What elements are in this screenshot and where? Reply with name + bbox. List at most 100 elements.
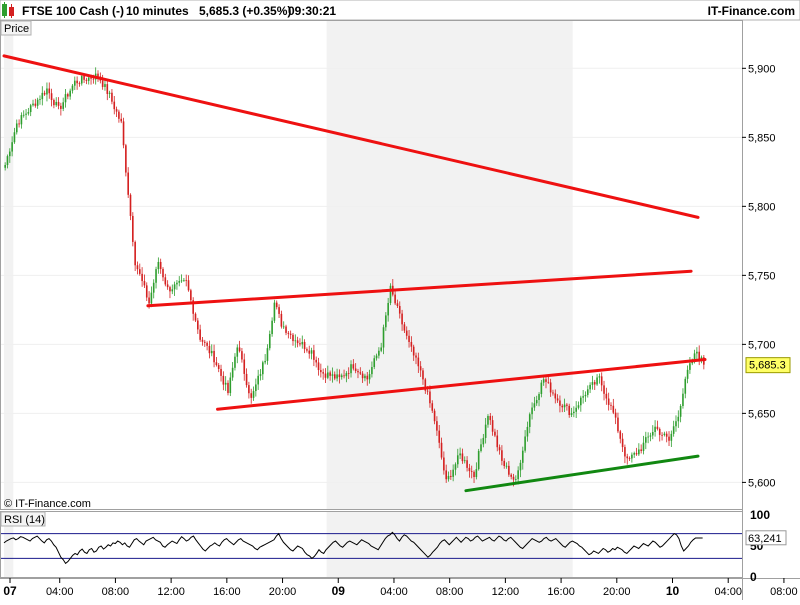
candle-body: [180, 280, 183, 282]
candle-body: [287, 332, 290, 334]
candle-body: [317, 362, 320, 371]
candle-body: [73, 80, 76, 86]
candle: [13, 127, 16, 144]
candle-body: [663, 433, 666, 435]
candle: [132, 212, 134, 247]
y-tick-label: 5,750: [748, 270, 776, 282]
candle: [359, 367, 362, 375]
x-tick-label: 12:00: [492, 586, 520, 598]
candle-body: [213, 350, 215, 363]
candle-body: [315, 359, 318, 363]
candle-body: [273, 302, 276, 321]
candle-body: [573, 411, 575, 414]
candle: [250, 388, 253, 404]
candle-body: [199, 329, 201, 340]
candle: [108, 90, 111, 99]
candle: [285, 324, 287, 336]
candle: [554, 389, 557, 404]
timeframe-label: 10 minutes: [126, 4, 189, 18]
candle: [15, 119, 18, 135]
candle-body: [382, 327, 385, 348]
candle: [296, 336, 299, 348]
candle-body: [347, 373, 350, 374]
candle: [120, 113, 123, 124]
candle: [696, 347, 698, 360]
candle-body: [141, 273, 143, 282]
candle-body: [521, 450, 524, 463]
rsi-series: [1, 531, 742, 565]
candle: [498, 444, 501, 455]
candle-body: [408, 335, 410, 342]
candle: [526, 421, 529, 442]
candle: [118, 109, 120, 123]
candle: [320, 363, 322, 378]
candle-body: [185, 280, 188, 281]
candle: [78, 81, 81, 87]
candle-body: [422, 370, 424, 380]
candle: [317, 357, 320, 376]
candle-body: [375, 355, 378, 359]
candle-body: [621, 438, 624, 448]
candle-body: [535, 400, 538, 404]
candle-body: [278, 307, 280, 314]
candle-body: [494, 431, 496, 436]
candle: [470, 465, 473, 479]
candle-body: [461, 453, 464, 462]
candle-body: [301, 341, 304, 345]
candle: [371, 361, 373, 378]
candle: [80, 74, 83, 86]
candle: [380, 342, 383, 353]
candle: [584, 391, 587, 402]
candle-body: [419, 366, 422, 371]
candle: [336, 368, 338, 382]
candle: [55, 97, 58, 107]
candle: [308, 345, 311, 359]
candle: [598, 373, 601, 384]
candle-body: [159, 261, 162, 269]
candle-body: [264, 360, 266, 363]
candle: [199, 324, 201, 342]
x-tick-label: 08:00: [770, 586, 798, 598]
y-tick-label: 5,600: [748, 477, 776, 489]
candle: [364, 373, 366, 382]
candle-body: [628, 458, 631, 460]
last-value: 5,685.3 (+0.35%): [199, 4, 291, 18]
candle-body: [292, 334, 294, 342]
candle-body: [510, 474, 512, 477]
candle: [36, 97, 39, 109]
candle-body: [129, 194, 132, 216]
candle-body: [354, 368, 357, 371]
x-tick-label: 04:00: [380, 586, 408, 598]
candle: [190, 288, 192, 303]
candle: [303, 339, 306, 354]
candle-body: [563, 404, 566, 408]
candle-body: [415, 355, 417, 358]
candle-body: [593, 382, 596, 385]
candle-body: [352, 364, 355, 369]
candle: [663, 431, 666, 437]
candle: [501, 445, 503, 466]
candle-body: [97, 73, 99, 77]
candle-body: [187, 280, 190, 291]
candle-body: [201, 339, 204, 342]
candle-body: [524, 436, 526, 451]
candle: [638, 443, 640, 456]
candle-body: [324, 373, 327, 378]
candle-body: [157, 261, 160, 270]
candle: [345, 371, 348, 383]
candle-body: [308, 350, 311, 354]
candle-body: [192, 300, 194, 314]
candle: [138, 263, 141, 276]
candle-body: [350, 364, 352, 374]
candle-body: [617, 417, 619, 432]
candle-body: [482, 437, 485, 445]
x-tick-label: 16:00: [547, 586, 575, 598]
candle-body: [345, 373, 348, 377]
candle-body: [227, 382, 229, 394]
header-time: 09:30:21: [288, 4, 336, 18]
candle-body: [679, 405, 682, 417]
candle: [299, 338, 301, 347]
candle: [575, 401, 577, 418]
candle: [454, 462, 457, 476]
support-trendline-3: [464, 454, 700, 493]
